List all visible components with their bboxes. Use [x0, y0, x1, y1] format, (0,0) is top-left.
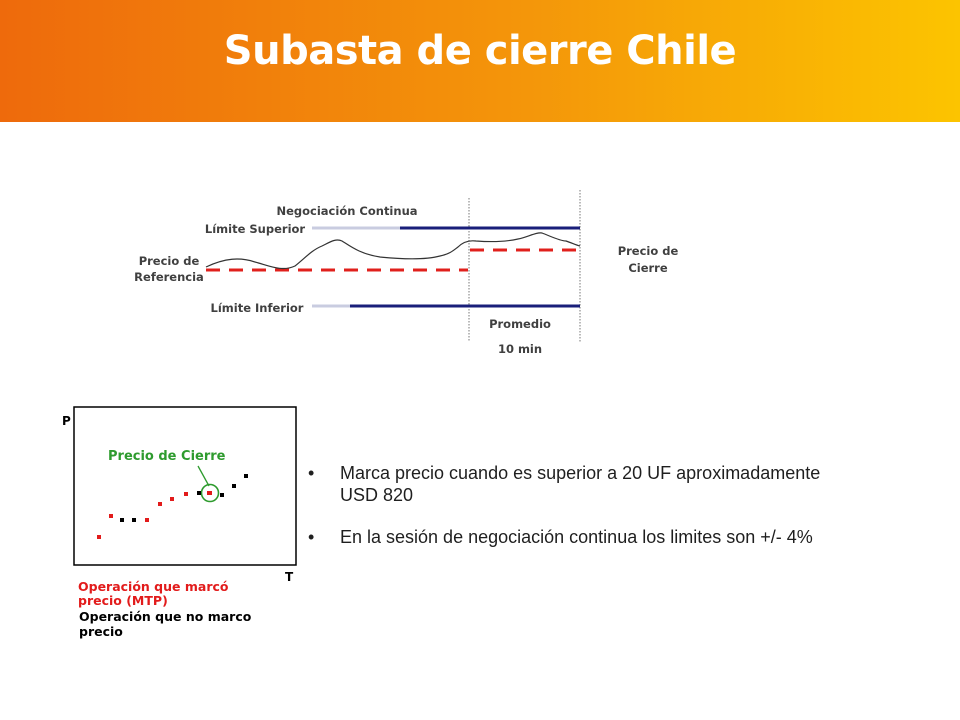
bullet-dot-icon: • [308, 527, 315, 547]
title-banner: Subasta de cierre Chile [0, 0, 960, 122]
mtp-trade [158, 502, 162, 506]
t-axis-label: T [285, 570, 294, 584]
non-mtp-trade [120, 518, 124, 522]
p-axis-label: P [62, 414, 71, 428]
legend-mtp-line1: Operación que marcó [78, 579, 229, 594]
bullet-dot-icon: • [308, 463, 315, 483]
bullet-text-line2: USD 820 [340, 485, 414, 505]
legend-mtp-line2: precio (MTP) [78, 593, 168, 608]
non-mtp-trade [220, 493, 224, 497]
bullet-item: • Marca precio cuando es superior a 20 U… [305, 462, 935, 506]
non-mtp-trade [244, 474, 248, 478]
lower-limit-label: Límite Inferior [211, 301, 304, 315]
closing-price-highlight [200, 483, 220, 503]
legend-non-mtp-line2: precio [79, 624, 123, 639]
mtp-trade [207, 491, 212, 495]
mtp-trade [170, 497, 174, 501]
non-mtp-trade [232, 484, 236, 488]
page-title: Subasta de cierre Chile [223, 28, 737, 74]
bullet-text-line1: Marca precio cuando es superior a 20 UF … [340, 463, 821, 483]
non-mtp-trade [197, 491, 201, 495]
closing-price-callout: Precio de Cierre [108, 449, 226, 464]
mtp-trade [145, 518, 149, 522]
price-path [205, 232, 581, 270]
bullet-text-line1: En la sesión de negociación continua los… [340, 527, 813, 547]
bullet-list: • Marca precio cuando es superior a 20 U… [305, 462, 935, 568]
average-label: Promedio [489, 317, 551, 331]
closing-price-label-line2: Cierre [628, 261, 668, 275]
mtp-trade [109, 514, 113, 518]
reference-price-label-line1: Precio de [139, 254, 200, 268]
bullet-item: • En la sesión de negociación continua l… [305, 526, 935, 548]
upper-limit-label: Límite Superior [205, 222, 306, 236]
non-mtp-trade [132, 518, 136, 522]
duration-label: 10 min [498, 342, 542, 356]
callout-pointer [197, 465, 210, 487]
legend-non-mtp-line1: Operación que no marco [79, 609, 252, 624]
plot-frame [73, 406, 297, 566]
mtp-trade [184, 492, 188, 496]
reference-price-label-line2: Referencia [134, 270, 204, 284]
continuous-trading-label: Negociación Continua [276, 204, 417, 218]
closing-price-label-line1: Precio de [618, 244, 679, 258]
mtp-trade [97, 535, 101, 539]
